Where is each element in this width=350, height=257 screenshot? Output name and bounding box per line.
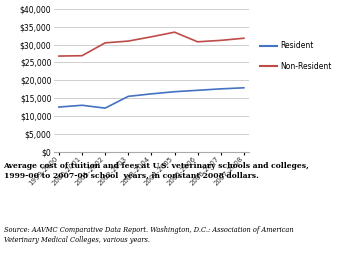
Text: Average cost of tuition and fees at U.S. veterinary schools and colleges,
1999-0: Average cost of tuition and fees at U.S.… xyxy=(4,162,309,180)
Text: Source: AAVMC Comparative Data Report. Washington, D.C.: Association of American: Source: AAVMC Comparative Data Report. W… xyxy=(4,226,293,244)
Legend: Resident, Non-Resident: Resident, Non-Resident xyxy=(260,41,332,71)
